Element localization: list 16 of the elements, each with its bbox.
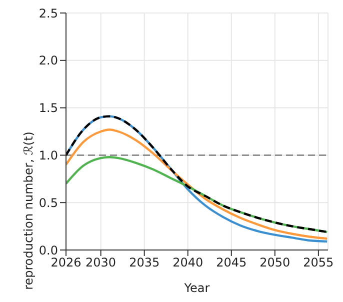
y-tick-label: 0.0 bbox=[38, 243, 58, 258]
line-series bbox=[66, 156, 328, 234]
y-tick-label: 2.0 bbox=[38, 54, 58, 68]
x-tick-label: 2026 bbox=[50, 256, 82, 270]
y-axis-title: reproduction number, ℛ(t) bbox=[21, 132, 36, 290]
x-tick-label: 2030 bbox=[86, 256, 116, 270]
y-tick-label: 1.5 bbox=[38, 101, 58, 116]
y-tick-label: 1.0 bbox=[38, 148, 58, 162]
y-tick-label: 0.5 bbox=[38, 196, 58, 210]
x-tick-label: 2040 bbox=[172, 256, 204, 270]
y-tick-label: 2.5 bbox=[38, 6, 58, 20]
x-tick-label: 2050 bbox=[260, 256, 290, 270]
x-tick-label: 2035 bbox=[129, 256, 160, 270]
x-tick-label: 2045 bbox=[216, 256, 247, 270]
x-tick-label: 2055 bbox=[303, 256, 334, 270]
x-axis-title: Year bbox=[183, 281, 210, 295]
